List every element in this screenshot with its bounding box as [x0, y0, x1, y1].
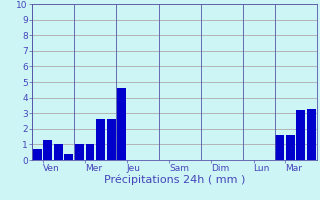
- Bar: [307, 109, 316, 160]
- Bar: [276, 135, 284, 160]
- X-axis label: Précipitations 24h ( mm ): Précipitations 24h ( mm ): [104, 175, 245, 185]
- Bar: [96, 119, 105, 160]
- Bar: [75, 144, 84, 160]
- Bar: [297, 110, 306, 160]
- Bar: [43, 140, 52, 160]
- Bar: [33, 149, 42, 160]
- Bar: [107, 119, 116, 160]
- Bar: [117, 88, 126, 160]
- Bar: [85, 144, 94, 160]
- Bar: [54, 144, 63, 160]
- Bar: [64, 154, 73, 160]
- Bar: [286, 135, 295, 160]
